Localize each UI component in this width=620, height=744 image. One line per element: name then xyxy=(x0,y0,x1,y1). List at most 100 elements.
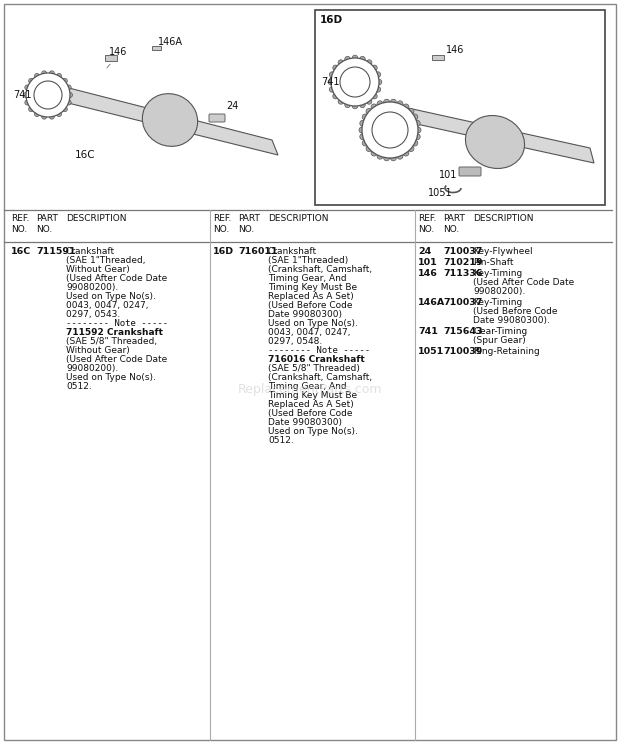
Circle shape xyxy=(25,85,30,90)
Polygon shape xyxy=(408,108,594,163)
Circle shape xyxy=(360,121,366,126)
Circle shape xyxy=(415,127,421,133)
Text: 0297, 0543.: 0297, 0543. xyxy=(66,310,120,319)
Text: Timing Gear, And: Timing Gear, And xyxy=(268,382,347,391)
Circle shape xyxy=(63,106,68,112)
Circle shape xyxy=(329,86,335,92)
Text: (Used After Code Date: (Used After Code Date xyxy=(473,278,574,287)
Circle shape xyxy=(408,109,414,115)
Text: Gear-Timing: Gear-Timing xyxy=(473,327,527,336)
Circle shape xyxy=(66,100,71,105)
Text: Key-Flywheel: Key-Flywheel xyxy=(473,247,533,256)
Circle shape xyxy=(377,101,383,107)
Text: 99080200).: 99080200). xyxy=(66,283,118,292)
Text: (SAE 1"Threaded,: (SAE 1"Threaded, xyxy=(66,256,146,265)
Text: 710219: 710219 xyxy=(443,258,482,267)
Text: Timing Gear, And: Timing Gear, And xyxy=(268,274,347,283)
Circle shape xyxy=(329,71,335,77)
Text: ReplacementParts.com: ReplacementParts.com xyxy=(237,383,383,397)
Text: Crankshaft: Crankshaft xyxy=(268,247,317,256)
Circle shape xyxy=(24,92,29,97)
Circle shape xyxy=(50,114,55,119)
Text: 146A: 146A xyxy=(418,298,445,307)
Circle shape xyxy=(372,112,408,148)
Circle shape xyxy=(366,146,372,152)
Text: Used on Type No(s).: Used on Type No(s). xyxy=(66,292,156,301)
Circle shape xyxy=(366,99,372,104)
Text: 711592 Crankshaft: 711592 Crankshaft xyxy=(66,328,163,337)
Text: Without Gear): Without Gear) xyxy=(66,346,130,355)
Circle shape xyxy=(26,73,70,117)
Circle shape xyxy=(362,114,368,120)
Text: 711591: 711591 xyxy=(36,247,76,256)
Text: PART
NO.: PART NO. xyxy=(443,214,465,234)
Text: Without Gear): Without Gear) xyxy=(66,265,130,274)
Circle shape xyxy=(328,79,334,85)
FancyBboxPatch shape xyxy=(459,167,481,176)
Circle shape xyxy=(66,85,71,90)
Text: Used on Type No(s).: Used on Type No(s). xyxy=(268,427,358,436)
Circle shape xyxy=(397,153,403,159)
Circle shape xyxy=(371,65,377,71)
Ellipse shape xyxy=(466,115,525,168)
Text: (SAE 1"Threaded): (SAE 1"Threaded) xyxy=(268,256,348,265)
Circle shape xyxy=(408,146,414,152)
Ellipse shape xyxy=(143,94,198,147)
Circle shape xyxy=(56,74,61,78)
Text: DESCRIPTION: DESCRIPTION xyxy=(66,214,126,223)
Text: 711336: 711336 xyxy=(443,269,482,278)
Text: Crankshaft: Crankshaft xyxy=(66,247,115,256)
Text: 1051: 1051 xyxy=(418,347,445,356)
Circle shape xyxy=(352,103,358,109)
Text: Key-Timing: Key-Timing xyxy=(473,298,522,307)
Text: PART
NO.: PART NO. xyxy=(36,214,58,234)
Circle shape xyxy=(375,71,381,77)
Text: 16D: 16D xyxy=(213,247,234,256)
Circle shape xyxy=(375,86,381,92)
Circle shape xyxy=(412,140,418,146)
Text: 24: 24 xyxy=(226,101,238,111)
Circle shape xyxy=(371,104,377,110)
Bar xyxy=(315,10,605,205)
Text: REF.
NO.: REF. NO. xyxy=(213,214,231,234)
Text: -------- Note -----: -------- Note ----- xyxy=(268,346,370,355)
Text: DESCRIPTION: DESCRIPTION xyxy=(268,214,329,223)
Circle shape xyxy=(29,106,33,112)
Text: 0297, 0548.: 0297, 0548. xyxy=(268,337,322,346)
Text: -------- Note -----: -------- Note ----- xyxy=(66,319,168,328)
Text: 146: 146 xyxy=(109,47,127,57)
Circle shape xyxy=(35,112,40,117)
Circle shape xyxy=(345,102,350,108)
Text: Replaced As A Set): Replaced As A Set) xyxy=(268,400,354,409)
Text: 0043, 0047, 0247,: 0043, 0047, 0247, xyxy=(66,301,149,310)
Circle shape xyxy=(333,93,339,99)
Text: 0043, 0047, 0247,: 0043, 0047, 0247, xyxy=(268,328,350,337)
Text: (Used After Code Date: (Used After Code Date xyxy=(66,274,167,283)
Circle shape xyxy=(63,78,68,83)
Circle shape xyxy=(359,127,365,133)
Circle shape xyxy=(360,134,366,140)
Text: (Used After Code Date: (Used After Code Date xyxy=(66,355,167,364)
Circle shape xyxy=(29,78,33,83)
Text: 146: 146 xyxy=(446,45,464,55)
Text: 101: 101 xyxy=(418,258,438,267)
Circle shape xyxy=(25,100,30,105)
FancyBboxPatch shape xyxy=(105,55,117,61)
Circle shape xyxy=(384,99,389,105)
Circle shape xyxy=(50,71,55,76)
Circle shape xyxy=(35,74,40,78)
Circle shape xyxy=(34,81,62,109)
Text: Timing Key Must Be: Timing Key Must Be xyxy=(268,391,357,400)
Text: 741: 741 xyxy=(418,327,438,336)
Circle shape xyxy=(377,153,383,159)
Text: Timing Key Must Be: Timing Key Must Be xyxy=(268,283,357,292)
Circle shape xyxy=(366,109,372,115)
Circle shape xyxy=(403,150,409,156)
Circle shape xyxy=(362,140,368,146)
Circle shape xyxy=(56,112,61,117)
Circle shape xyxy=(376,79,382,85)
Circle shape xyxy=(412,114,418,120)
Circle shape xyxy=(42,71,46,76)
Text: 101: 101 xyxy=(439,170,457,180)
FancyBboxPatch shape xyxy=(152,46,161,50)
